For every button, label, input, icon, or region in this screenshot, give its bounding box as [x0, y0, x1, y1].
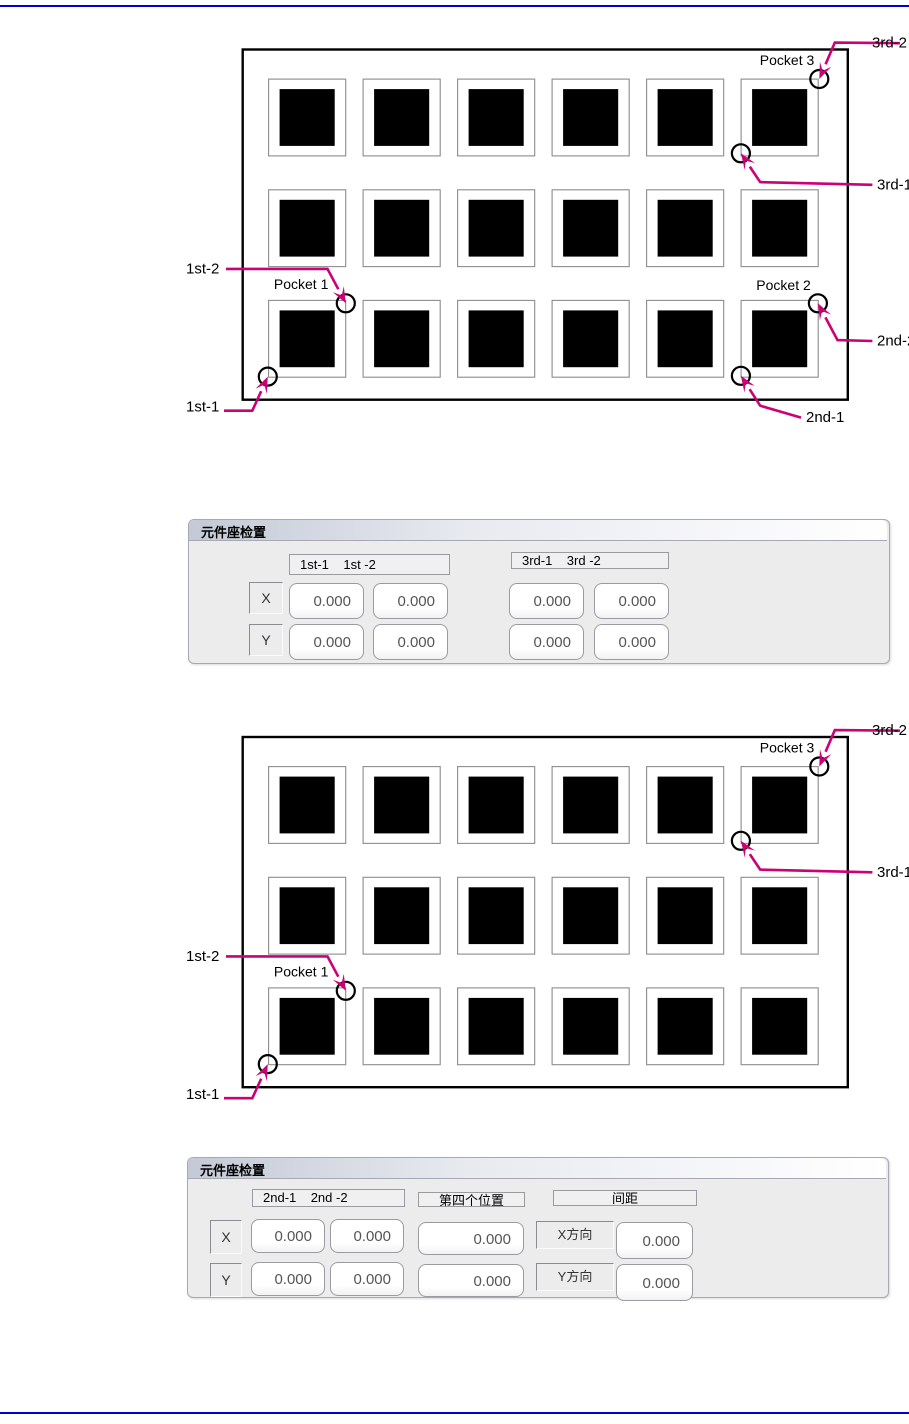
- svg-text:3rd-2: 3rd-2: [872, 722, 907, 739]
- svg-text:1st-1: 1st-1: [186, 1086, 219, 1103]
- svg-text:3rd-1: 3rd-1: [877, 864, 909, 881]
- svg-text:Pocket 3: Pocket 3: [760, 740, 815, 756]
- svg-text:Pocket 1: Pocket 1: [274, 964, 329, 980]
- svg-text:1st-2: 1st-2: [186, 948, 219, 965]
